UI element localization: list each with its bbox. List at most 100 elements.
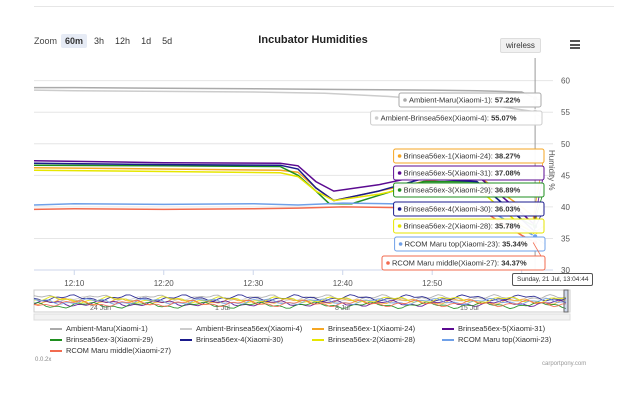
- zoom-button-5d[interactable]: 5d: [162, 36, 173, 46]
- hamburger-menu-icon[interactable]: [570, 40, 580, 49]
- y-tick-label-35: 35: [561, 234, 570, 243]
- navigator-handle: [563, 289, 569, 313]
- zoom-button-12h[interactable]: 12h: [115, 36, 131, 46]
- tooltip-marker-3: [397, 171, 402, 175]
- legend-item[interactable]: Brinsea56ex-5(Xiaomi-31): [442, 324, 545, 333]
- tooltip-marker-6: [397, 224, 402, 228]
- wireless-button[interactable]: wireless: [500, 38, 541, 53]
- legend-label: RCOM Maru top(Xiaomi-23): [458, 335, 552, 344]
- legend-swatch: [442, 338, 454, 341]
- y-tick-label-50: 50: [561, 140, 570, 149]
- chart-title: Incubator Humidities: [258, 34, 368, 46]
- tooltip-box-8: [381, 255, 546, 271]
- tooltip-value-3: 37.08%: [495, 169, 521, 178]
- tooltip-marker-2: [397, 154, 402, 158]
- navigator-date-3: 15 Jul: [460, 305, 479, 312]
- tooltip-marker-0: [403, 98, 407, 102]
- x-tick-label-4: 12:50: [422, 279, 443, 288]
- legend-item[interactable]: Brinsea56ex-2(Xiaomi-28): [312, 335, 415, 344]
- legend-swatch: [442, 327, 454, 330]
- y-tick-label-40: 40: [561, 203, 570, 212]
- tooltip-marker-8: [386, 261, 390, 265]
- tooltip-text-6: Brinsea56ex-2(Xiaomi-28): 35.78%: [404, 222, 521, 231]
- legend-item[interactable]: RCOM Maru middle(Xiaomi-27): [50, 346, 171, 355]
- legend-label: Brinsea56ex-2(Xiaomi-28): [328, 335, 416, 344]
- tooltip-text-3: Brinsea56ex-5(Xiaomi-31): 37.08%: [404, 169, 521, 178]
- y-tick-label-30: 30: [561, 266, 570, 275]
- zoom-button-3h[interactable]: 3h: [94, 36, 105, 46]
- tooltip-text-5: Brinsea56ex-4(Xiaomi-30): 36.03%: [404, 205, 521, 214]
- legend-item[interactable]: Brinsea56ex-3(Xiaomi-29): [50, 335, 153, 344]
- tooltip-box-1: [370, 110, 543, 126]
- tooltip-marker-4: [397, 188, 402, 192]
- tooltip-box-5: [393, 201, 545, 217]
- zoom-label: Zoom: [34, 36, 58, 46]
- legend-swatch: [50, 338, 62, 341]
- legend-swatch: [312, 327, 324, 330]
- tooltip-value-2: 38.27%: [495, 152, 521, 161]
- legend-label: Ambient-Maru(Xiaomi-1): [66, 324, 148, 333]
- tooltip-value-4: 36.89%: [495, 186, 521, 195]
- tooltip-box-4: [393, 182, 545, 198]
- tooltip-value-0: 57.22%: [495, 96, 521, 105]
- series-line-0: [34, 86, 536, 99]
- tooltip-text-1: Ambient-Brinsea56ex(Xiaomi-4): 55.07%: [381, 114, 517, 123]
- tooltip-value-6: 35.78%: [495, 222, 521, 231]
- tooltip-value-1: 55.07%: [491, 114, 517, 123]
- tooltip-label-6: Brinsea56ex-2(Xiaomi-28):: [404, 222, 495, 231]
- tooltip-label-5: Brinsea56ex-4(Xiaomi-30):: [404, 205, 495, 214]
- tooltip-text-2: Brinsea56ex-1(Xiaomi-24): 38.27%: [404, 152, 521, 161]
- zoom-button-1d[interactable]: 1d: [141, 36, 152, 46]
- navigator-series-5: [33, 294, 567, 302]
- navigator-date-2: 8 Jul: [335, 305, 350, 312]
- x-tick-label-3: 12:40: [333, 279, 354, 288]
- zoom-button-60m[interactable]: 60m: [61, 34, 88, 48]
- legend-swatch: [50, 349, 62, 352]
- tooltip-text-8: RCOM Maru middle(Xiaomi-27): 34.37%: [392, 259, 527, 268]
- tooltip-box-2: [393, 148, 545, 164]
- tooltip-timestamp: Sunday, 21 Jul, 13:04:44: [512, 273, 594, 286]
- tooltip-label-1: Ambient-Brinsea56ex(Xiaomi-4):: [381, 114, 491, 123]
- navigator-date-1: 1 Jul: [215, 305, 230, 312]
- tooltip-value-7: 35.34%: [502, 240, 528, 249]
- tooltip-box-6: [393, 218, 545, 234]
- x-tick-label-0: 12:10: [64, 279, 85, 288]
- y-axis-title: Humidity %: [547, 150, 556, 191]
- tooltip-box-7: [394, 236, 546, 252]
- y-tick-label-45: 45: [561, 171, 570, 180]
- legend-item[interactable]: RCOM Maru top(Xiaomi-23): [442, 335, 551, 344]
- tooltip-label-4: Brinsea56ex-3(Xiaomi-29):: [404, 186, 495, 195]
- tooltip-label-2: Brinsea56ex-1(Xiaomi-24):: [404, 152, 495, 161]
- tooltip-text-4: Brinsea56ex-3(Xiaomi-29): 36.89%: [404, 186, 521, 195]
- legend-label: Ambient-Brinsea56ex(Xiaomi-4): [196, 324, 303, 333]
- tooltip-marker-7: [398, 242, 403, 246]
- legend-swatch: [50, 327, 62, 330]
- legend-swatch: [180, 327, 192, 330]
- y-tick-label-55: 55: [561, 108, 570, 117]
- series-line-6: [33, 169, 536, 235]
- tooltip-value-8: 34.37%: [501, 259, 527, 268]
- tooltip-marker-5: [397, 207, 402, 211]
- x-tick-label-1: 12:20: [154, 279, 175, 288]
- version-label: 0.0.2x: [35, 357, 52, 363]
- navigator-scrollbar: [33, 313, 571, 321]
- legend-label: Brinsea56ex-5(Xiaomi-31): [458, 324, 546, 333]
- tooltip-box-0: [398, 92, 542, 108]
- tooltip-label-7: RCOM Maru top(Xiaomi-23):: [405, 240, 503, 249]
- tooltip-marker-1: [374, 116, 379, 120]
- credit-label: carportpony.com: [542, 361, 587, 367]
- legend-item[interactable]: Brinsea56ex-4(Xiaomi-30): [180, 335, 283, 344]
- legend-swatch: [312, 338, 324, 341]
- legend-item[interactable]: Ambient-Brinsea56ex(Xiaomi-4): [180, 324, 302, 333]
- legend-swatch: [180, 338, 192, 341]
- tooltip-leader-3: [532, 172, 545, 226]
- legend-label: RCOM Maru middle(Xiaomi-27): [66, 346, 172, 355]
- legend-label: Brinsea56ex-3(Xiaomi-29): [66, 335, 154, 344]
- navigator-series-7: [33, 297, 567, 306]
- tooltip-text-0: Ambient-Maru(Xiaomi-1): 57.22%: [409, 96, 521, 105]
- zoom-selector: Zoom 60m 3h 12h 1d 5d: [34, 34, 179, 48]
- legend-item[interactable]: Ambient-Maru(Xiaomi-1): [50, 324, 148, 333]
- legend-item[interactable]: Brinsea56ex-1(Xiaomi-24): [312, 324, 415, 333]
- tooltip-label-8: RCOM Maru middle(Xiaomi-27):: [392, 259, 501, 268]
